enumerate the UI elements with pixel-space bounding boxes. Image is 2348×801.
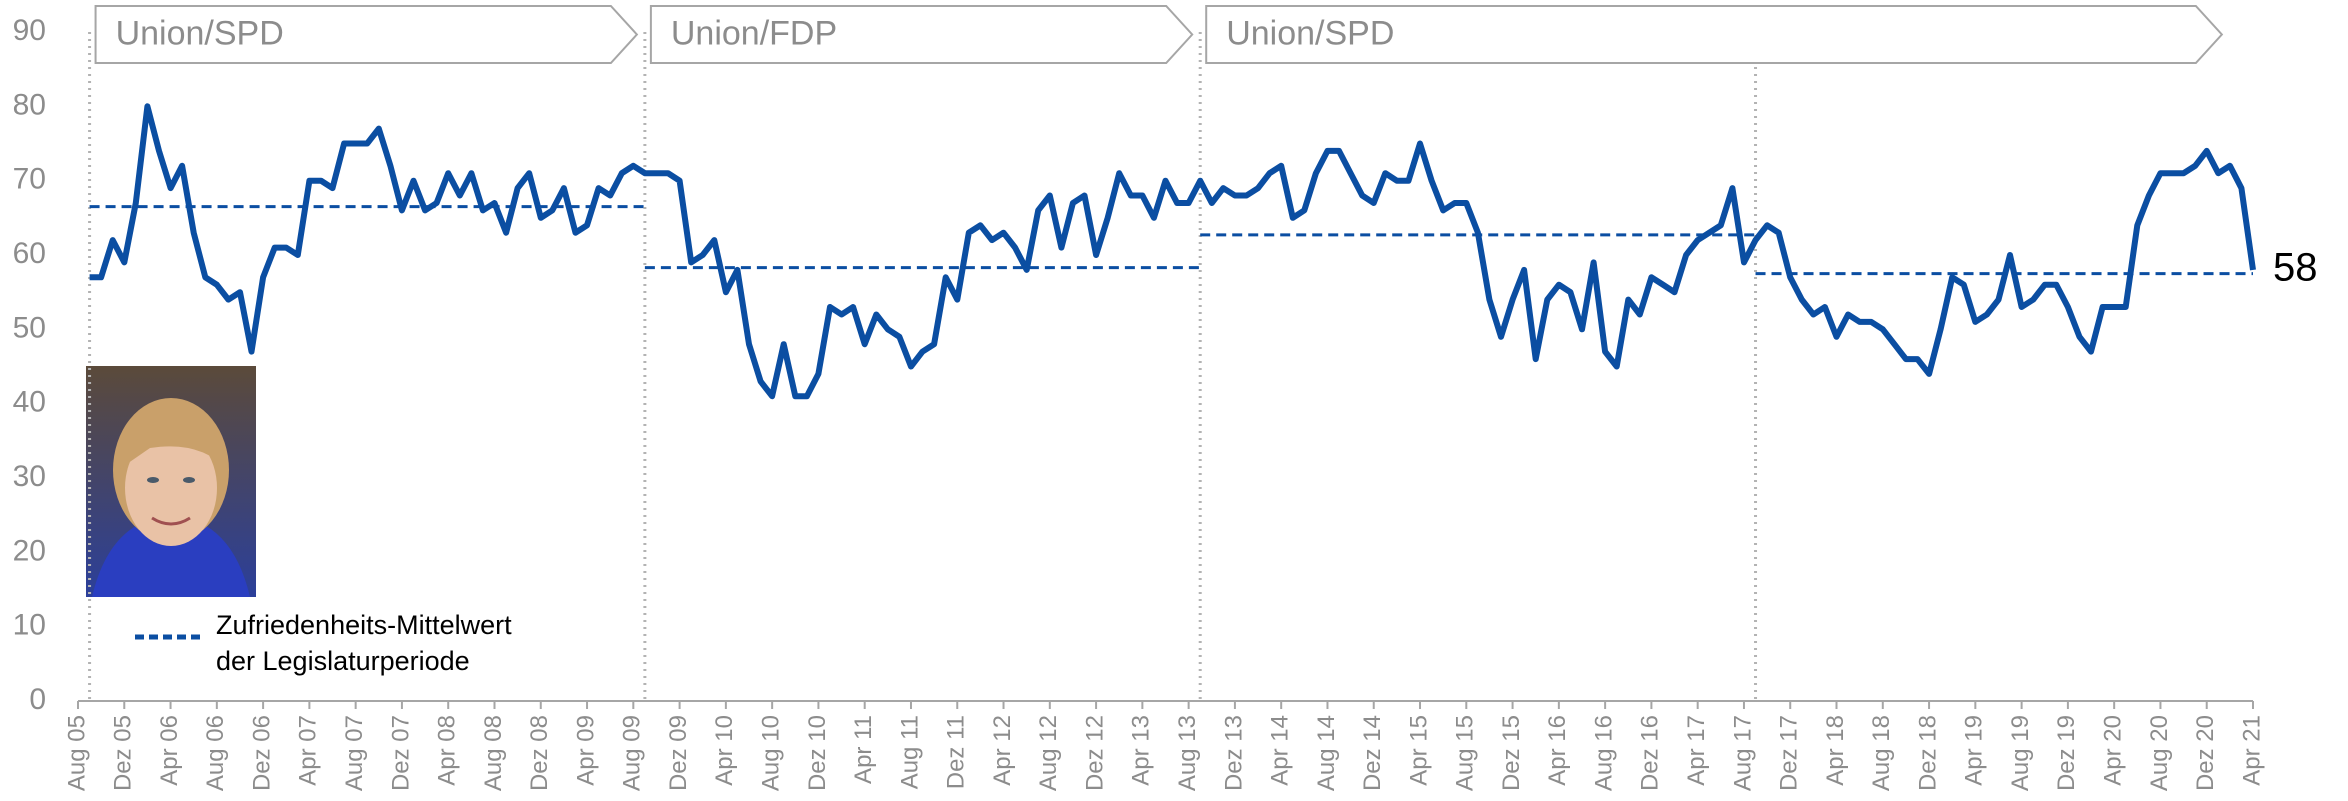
x-tick-label: Apr 14 xyxy=(1267,715,1294,786)
coalition-label: Union/FDP xyxy=(671,14,837,52)
x-tick-label: Aug 11 xyxy=(896,715,923,789)
y-tick-label: 20 xyxy=(13,534,46,567)
x-tick-label: Apr 13 xyxy=(1128,715,1155,786)
x-tick-label: Aug 18 xyxy=(1868,715,1895,791)
x-tick-label: Apr 11 xyxy=(850,715,877,784)
x-tick-label: Dez 13 xyxy=(1220,715,1247,791)
end-value-label: 58 xyxy=(2273,245,2318,289)
photo-eye xyxy=(183,477,195,483)
x-tick-label: Apr 17 xyxy=(1683,715,1710,786)
x-tick-label: Aug 10 xyxy=(757,715,784,791)
y-tick-label: 30 xyxy=(13,460,46,493)
x-tick-label: Dez 18 xyxy=(1914,715,1941,791)
y-tick-label: 60 xyxy=(13,237,46,270)
x-tick-label: Aug 15 xyxy=(1452,715,1479,791)
x-tick-label: Aug 19 xyxy=(2007,715,2034,791)
x-tick-label: Aug 20 xyxy=(2146,715,2173,791)
x-tick-label: Apr 19 xyxy=(1961,715,1988,786)
x-tick-label: Aug 08 xyxy=(480,715,507,791)
coalition-label: Union/SPD xyxy=(116,14,284,52)
x-tick-label: Aug 17 xyxy=(1729,715,1756,791)
x-tick-label: Apr 07 xyxy=(295,715,322,786)
x-tick-label: Dez 19 xyxy=(2053,715,2080,791)
x-tick-label: Aug 16 xyxy=(1590,715,1617,791)
x-tick-label: Apr 10 xyxy=(711,715,738,786)
x-tick-label: Dez 15 xyxy=(1498,715,1525,791)
x-tick-label: Aug 05 xyxy=(63,715,90,791)
x-tick-label: Dez 10 xyxy=(804,715,831,791)
x-tick-label: Aug 06 xyxy=(202,715,229,791)
data-line xyxy=(90,106,2253,396)
x-tick-label: Apr 08 xyxy=(434,715,461,786)
legend-label: der Legislaturperiode xyxy=(216,646,470,676)
x-tick-label: Apr 21 xyxy=(2238,715,2265,786)
x-tick-label: Aug 14 xyxy=(1313,715,1340,791)
x-tick-label: Dez 05 xyxy=(110,715,137,791)
x-tick-label: Aug 09 xyxy=(619,715,646,791)
x-tick-label: Dez 09 xyxy=(665,715,692,791)
x-tick-label: Dez 20 xyxy=(2192,715,2219,791)
x-tick-label: Dez 06 xyxy=(248,715,275,791)
x-tick-label: Aug 12 xyxy=(1035,715,1062,791)
x-tick-label: Apr 16 xyxy=(1544,715,1571,786)
x-tick-label: Apr 09 xyxy=(572,715,599,786)
y-tick-label: 90 xyxy=(13,14,46,47)
x-tick-label: Dez 16 xyxy=(1637,715,1664,791)
y-tick-label: 50 xyxy=(13,311,46,344)
y-tick-label: 10 xyxy=(13,609,46,642)
x-tick-label: Apr 06 xyxy=(156,715,183,786)
portrait xyxy=(86,366,256,597)
x-tick-label: Apr 15 xyxy=(1405,715,1432,786)
y-tick-label: 0 xyxy=(29,683,46,716)
y-tick-label: 70 xyxy=(13,163,46,196)
photo-eye xyxy=(147,477,159,483)
x-tick-label: Dez 11 xyxy=(943,715,970,789)
x-tick-label: Aug 07 xyxy=(341,715,368,791)
x-tick-label: Dez 14 xyxy=(1359,715,1386,791)
y-tick-label: 40 xyxy=(13,386,46,419)
x-tick-label: Apr 20 xyxy=(2100,715,2127,786)
x-tick-label: Apr 18 xyxy=(1822,715,1849,786)
chart: 0 10 20 30 40 50 60 70 80 90 Aug 05 Dez 05 Apr 06 Aug… xyxy=(0,0,2348,801)
y-tick-label: 80 xyxy=(13,88,46,121)
x-tick-label: Dez 12 xyxy=(1081,715,1108,791)
coalition-label: Union/SPD xyxy=(1226,14,1394,52)
x-tick-label: Dez 07 xyxy=(387,715,414,791)
x-tick-label: Dez 17 xyxy=(1776,715,1803,791)
x-tick-label: Aug 13 xyxy=(1174,715,1201,791)
legend-label: Zufriedenheits-Mittelwert xyxy=(216,610,512,640)
x-tick-label: Apr 12 xyxy=(989,715,1016,786)
x-tick-label: Dez 08 xyxy=(526,715,553,791)
